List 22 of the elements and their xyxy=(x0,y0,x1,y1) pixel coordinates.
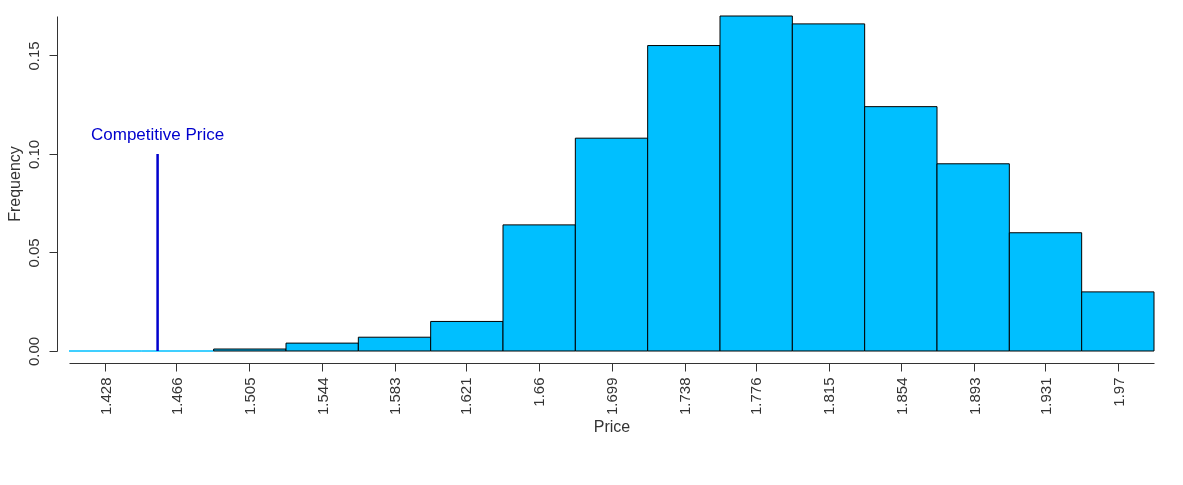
x-tick-label: 1.505 xyxy=(240,377,258,416)
y-tick-label: 0.00 xyxy=(24,336,42,367)
x-tick-label: 1.583 xyxy=(386,377,404,416)
x-tick-label: 1.699 xyxy=(603,377,621,416)
x-tick-label: 1.97 xyxy=(1109,377,1127,407)
x-tick-label: 1.66 xyxy=(530,377,548,407)
x-tick-label: 1.621 xyxy=(457,377,475,416)
annotation: Competitive Price xyxy=(90,124,225,144)
y-axis-title: Frequency xyxy=(5,146,23,222)
x-tick-label: 1.544 xyxy=(313,377,331,416)
x-tick-label: 1.931 xyxy=(1036,377,1054,416)
x-tick-label: 1.815 xyxy=(820,377,838,416)
x-tick-label: 1.776 xyxy=(747,377,765,416)
x-axis-title: Price xyxy=(593,418,631,436)
x-tick-label: 1.893 xyxy=(965,377,983,416)
x-tick-label: 1.466 xyxy=(167,377,185,416)
x-tick-label: 1.738 xyxy=(676,377,694,416)
y-tick-label: 0.15 xyxy=(24,41,42,71)
x-tick-label: 1.854 xyxy=(892,377,910,416)
y-tick-label: 0.05 xyxy=(24,238,42,268)
y-tick-label: 0.10 xyxy=(24,139,42,170)
x-tick-label: 1.428 xyxy=(96,377,114,416)
